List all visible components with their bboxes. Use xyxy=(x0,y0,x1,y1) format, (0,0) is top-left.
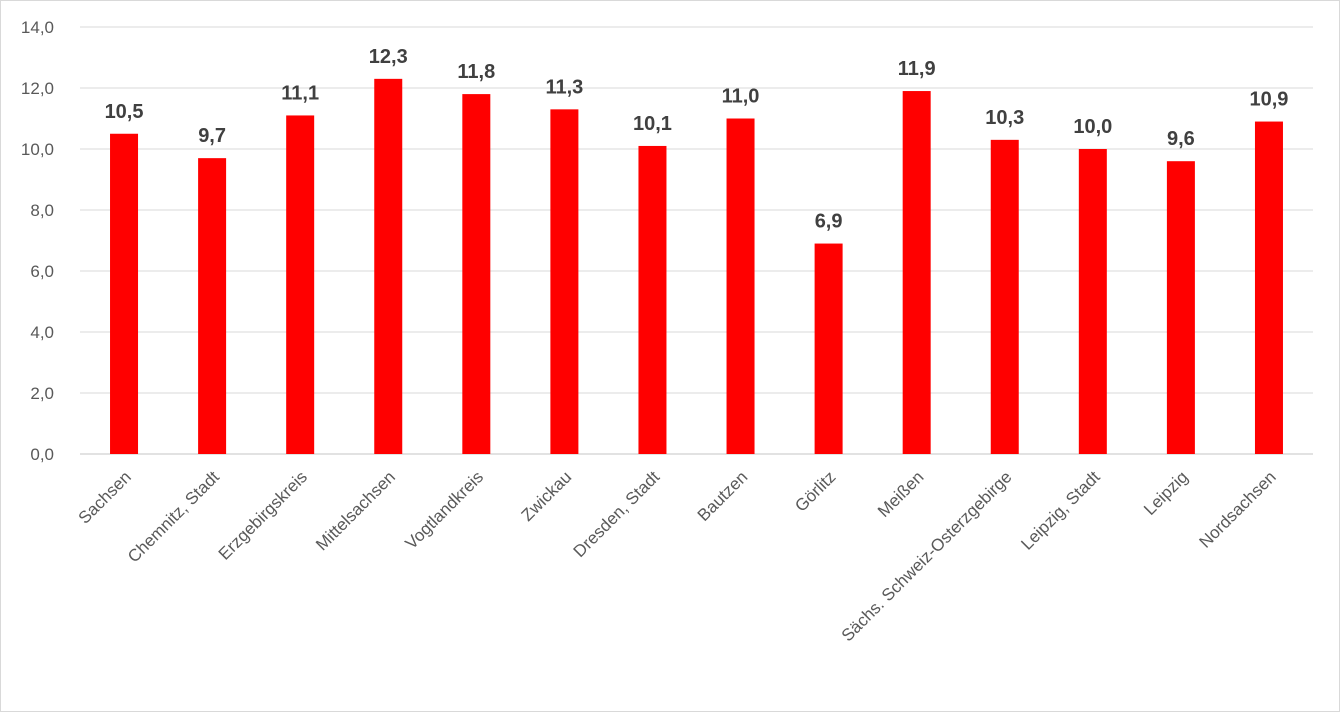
bar xyxy=(374,78,403,454)
y-tick-label: 2,0 xyxy=(30,384,54,403)
data-label: 11,0 xyxy=(722,86,760,108)
x-tick-label: Nordsachsen xyxy=(1196,467,1280,551)
y-tick-label: 14,0 xyxy=(21,18,54,37)
data-label: 11,1 xyxy=(281,82,319,104)
data-label: 11,8 xyxy=(457,61,495,83)
gridlines xyxy=(80,26,1313,455)
y-tick-label: 6,0 xyxy=(30,262,54,281)
bar xyxy=(814,243,843,454)
data-label: 10,1 xyxy=(633,113,672,135)
data-label: 10,3 xyxy=(985,107,1024,129)
x-tick-label: Vogtlandkreis xyxy=(402,467,488,553)
y-tick-label: 10,0 xyxy=(21,140,54,159)
bar xyxy=(1166,161,1195,454)
x-tick-label: Chemnitz, Stadt xyxy=(124,467,223,566)
data-label: 10,9 xyxy=(1249,89,1288,111)
data-label: 11,3 xyxy=(545,76,583,98)
bar xyxy=(198,158,227,454)
bar xyxy=(1254,121,1283,455)
data-label: 10,5 xyxy=(105,101,144,123)
data-label: 11,9 xyxy=(898,58,936,80)
x-tick-label: Sächs. Schweiz-Osterzgebirge xyxy=(838,467,1016,645)
bar xyxy=(902,91,931,455)
y-tick-label: 4,0 xyxy=(30,323,54,342)
y-tick-label: 0,0 xyxy=(30,445,54,464)
data-label: 10,0 xyxy=(1073,116,1112,138)
x-tick-label: Sachsen xyxy=(75,467,135,527)
bar xyxy=(990,139,1019,454)
x-tick-label: Görlitz xyxy=(791,467,839,515)
data-labels: 10,5 9,7 11,1 12,3 11,8 11,3 10,1 11,0 6,9 11,9 10… xyxy=(105,46,1289,233)
y-tick-label: 12,0 xyxy=(21,79,54,98)
x-tick-label: Leipzig, Stadt xyxy=(1017,467,1103,553)
bar xyxy=(638,145,667,454)
x-tick-label: Zwickau xyxy=(518,467,576,525)
data-label: 6,9 xyxy=(815,211,843,233)
x-tick-label: Leipzig xyxy=(1140,467,1192,519)
x-tick-label: Dresden, Stadt xyxy=(570,467,664,561)
bar xyxy=(110,133,139,454)
data-label: 9,7 xyxy=(198,125,226,147)
bar xyxy=(550,109,579,454)
bar xyxy=(286,115,315,454)
bar xyxy=(462,94,491,454)
x-tick-label: Erzgebirgskreis xyxy=(215,467,311,563)
bar xyxy=(1078,149,1107,454)
bar xyxy=(726,118,755,454)
x-tick-label: Mittelsachsen xyxy=(312,467,399,554)
bars xyxy=(110,78,1283,455)
y-tick-label: 8,0 xyxy=(30,201,54,220)
x-tick-label: Meißen xyxy=(874,467,928,521)
data-label: 9,6 xyxy=(1167,128,1195,150)
y-axis-ticks: 0,0 2,0 4,0 6,0 8,0 10,0 12,0 14,0 xyxy=(21,18,54,464)
data-label: 12,3 xyxy=(369,46,408,68)
x-tick-label: Bautzen xyxy=(694,467,752,525)
